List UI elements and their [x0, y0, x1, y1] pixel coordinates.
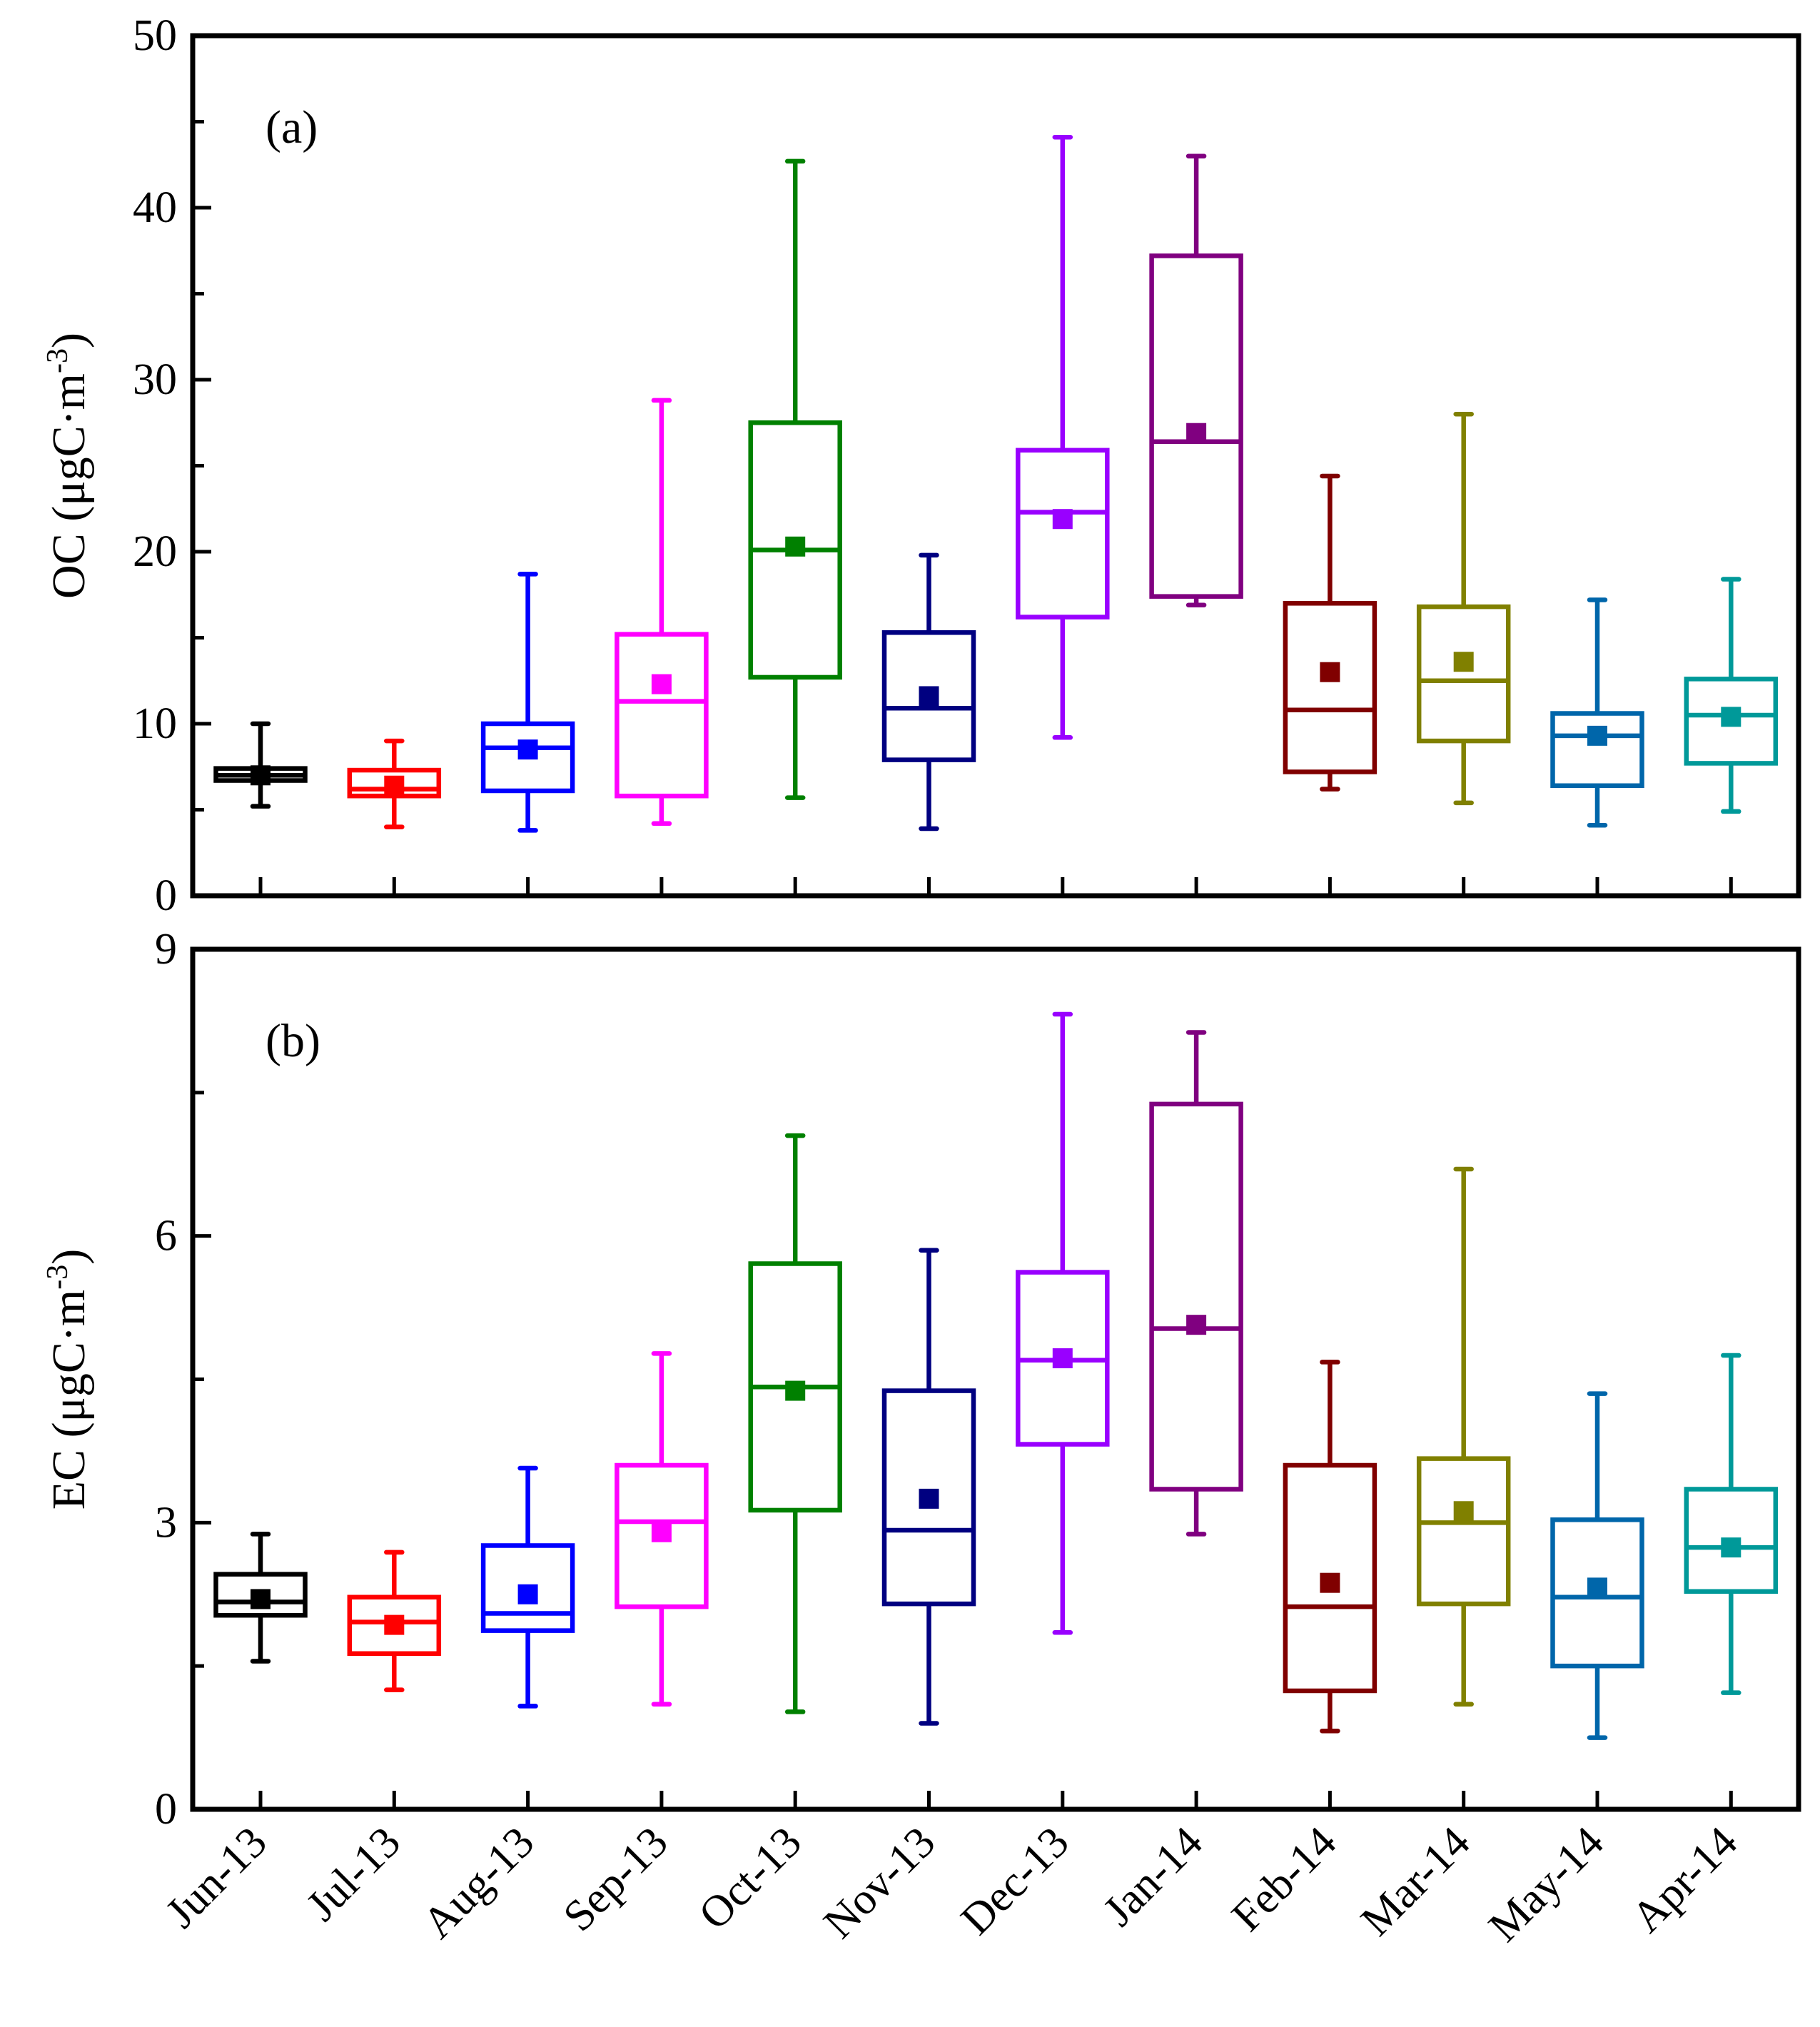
box-jun-13	[213, 721, 308, 896]
y-axis-title: OC (μgC·m-3)	[41, 333, 95, 599]
box-mar-14	[1416, 1166, 1511, 1809]
box-apr-14	[1684, 1353, 1779, 1809]
y-tick-label: 50	[133, 11, 177, 60]
mean-marker	[251, 1589, 271, 1609]
iqr-box	[881, 630, 976, 762]
iqr-box	[1416, 1456, 1511, 1607]
box-nov-13	[881, 552, 976, 896]
iqr-box	[1149, 253, 1243, 599]
iqr-box	[1283, 601, 1377, 774]
mean-marker	[1587, 1577, 1607, 1598]
panel-label: (a)	[266, 101, 318, 153]
iqr-box	[1149, 1101, 1243, 1492]
box-jun-13	[213, 1532, 308, 1809]
iqr-box	[1550, 711, 1644, 789]
iqr-box	[1684, 1487, 1779, 1594]
box-oct-13	[748, 158, 842, 896]
mean-marker	[919, 686, 939, 707]
y-tick-label: 6	[155, 1212, 177, 1260]
mean-marker	[785, 1380, 806, 1401]
mean-marker	[1186, 1315, 1207, 1335]
iqr-box	[1283, 1462, 1377, 1694]
box-feb-14	[1283, 1360, 1377, 1809]
iqr-box	[347, 767, 442, 799]
box-jul-13	[347, 1550, 442, 1809]
panel-label: (b)	[266, 1015, 320, 1067]
mean-marker	[651, 1522, 672, 1542]
y-tick-label: 9	[155, 925, 177, 974]
iqr-box	[480, 721, 575, 794]
mean-marker	[785, 536, 806, 557]
box-dec-13	[1016, 1011, 1110, 1809]
mean-marker	[384, 775, 405, 796]
iqr-box	[881, 1388, 976, 1607]
mean-marker	[1453, 652, 1474, 672]
box-may-14	[1550, 1391, 1644, 1809]
mean-marker	[1052, 509, 1073, 530]
mean-marker	[251, 765, 271, 786]
box-apr-14	[1684, 577, 1779, 896]
box-oct-13	[748, 1133, 842, 1809]
iqr-box	[480, 1543, 575, 1633]
iqr-box	[347, 1594, 442, 1657]
box-aug-13	[480, 1465, 575, 1809]
y-tick-label: 3	[155, 1498, 177, 1547]
y-tick-label: 30	[133, 355, 177, 404]
box-aug-13	[480, 572, 575, 896]
mean-marker	[384, 1614, 405, 1635]
mean-marker	[1587, 725, 1607, 746]
box-may-14	[1550, 597, 1644, 896]
iqr-box	[1016, 448, 1110, 620]
box-jan-14	[1149, 153, 1243, 896]
mean-marker	[1721, 1537, 1741, 1558]
iqr-box	[1550, 1517, 1644, 1669]
box-nov-13	[881, 1248, 976, 1809]
iqr-box	[615, 1462, 709, 1609]
iqr-box	[1684, 677, 1779, 766]
box-jan-14	[1149, 1030, 1243, 1809]
mean-marker	[1320, 1572, 1340, 1593]
mean-marker	[1453, 1501, 1474, 1522]
box-mar-14	[1416, 411, 1511, 896]
y-tick-label: 40	[133, 183, 177, 232]
mean-marker	[517, 739, 538, 760]
oc-panel: 0 10 20 30 40 50 OC (μgC·m-3) (a)	[41, 11, 1801, 920]
mean-marker	[1186, 423, 1207, 443]
box-sep-13	[615, 1351, 709, 1809]
mean-marker	[1320, 662, 1340, 682]
y-tick-label: 20	[133, 527, 177, 576]
y-tick-label: 0	[155, 1785, 177, 1834]
y-tick-label: 10	[133, 699, 177, 748]
box-feb-14	[1283, 473, 1377, 896]
ec-panel: 0 3 6 9 EC (μgC·m-3) (b)	[41, 925, 1801, 1834]
iqr-box	[1416, 604, 1511, 744]
iqr-box	[615, 632, 709, 799]
box-jul-13	[347, 738, 442, 896]
mean-marker	[517, 1584, 538, 1604]
box-dec-13	[1016, 134, 1110, 896]
mean-marker	[919, 1488, 939, 1509]
box-sep-13	[615, 398, 709, 896]
iqr-box	[213, 1572, 308, 1618]
mean-marker	[1052, 1348, 1073, 1369]
y-tick-label: 0	[155, 871, 177, 920]
mean-marker	[651, 674, 672, 694]
y-axis-title: EC (μgC·m-3)	[41, 1249, 95, 1510]
mean-marker	[1721, 707, 1741, 727]
